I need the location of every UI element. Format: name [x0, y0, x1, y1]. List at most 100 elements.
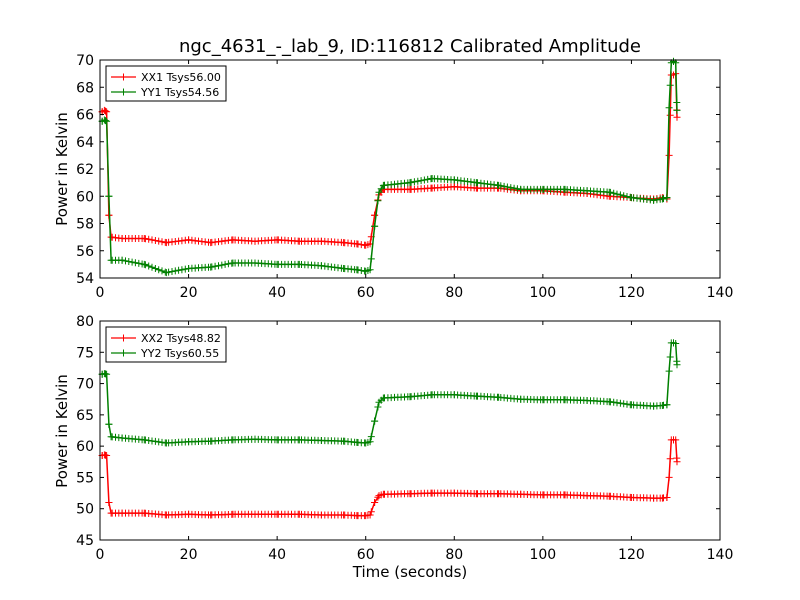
data-point-marker — [251, 259, 259, 267]
data-point-marker — [340, 239, 348, 247]
data-point-marker — [379, 394, 387, 402]
data-point-marker — [428, 391, 436, 399]
data-point-marker — [650, 196, 658, 204]
data-point-marker — [251, 237, 259, 245]
y-tick-label: 62 — [76, 162, 94, 178]
data-point-marker — [673, 99, 681, 106]
data-point-marker — [428, 175, 436, 182]
data-point-marker — [666, 455, 674, 463]
x-tick-label: 120 — [618, 547, 645, 563]
data-point-marker — [375, 188, 383, 196]
data-point-marker — [472, 392, 480, 400]
data-point-marker — [374, 197, 382, 205]
data-point-marker — [218, 261, 226, 269]
legend-box — [105, 65, 227, 102]
data-point-marker — [379, 490, 387, 498]
data-point-marker — [140, 260, 148, 268]
data-point-marker — [673, 113, 681, 121]
data-point-marker — [371, 211, 379, 219]
data-point-marker — [251, 510, 259, 518]
data-point-marker — [375, 492, 383, 500]
data-point-marker — [340, 265, 348, 272]
data-point-marker — [340, 511, 348, 519]
data-point-marker — [155, 237, 163, 245]
data-point-marker — [510, 184, 518, 192]
data-point-marker — [658, 402, 666, 409]
data-point-marker — [317, 511, 325, 519]
data-point-marker — [229, 236, 237, 244]
y-axis-label: Power in Kelvin — [53, 374, 71, 488]
x-tick-label: 20 — [180, 285, 198, 301]
data-point-marker — [414, 177, 422, 185]
data-point-marker — [185, 265, 193, 272]
y-tick-label: 55 — [76, 470, 94, 486]
data-point-marker — [583, 187, 591, 195]
data-point-marker — [374, 403, 382, 411]
data-point-marker — [406, 393, 414, 401]
y-tick-label: 68 — [76, 80, 94, 96]
plot-frame — [99, 320, 721, 541]
data-point-marker — [162, 511, 170, 519]
data-point-marker — [118, 235, 126, 242]
x-tick-label: 80 — [445, 547, 463, 563]
y-tick-label: 60 — [76, 189, 94, 205]
y-tick-label: 70 — [76, 53, 94, 69]
data-point-marker — [295, 260, 303, 268]
data-point-marker — [317, 437, 325, 444]
legend-box — [105, 326, 227, 363]
data-point-marker — [362, 267, 370, 275]
data-point-marker — [513, 185, 521, 193]
data-point-marker — [162, 239, 170, 247]
data-point-marker — [353, 240, 361, 248]
data-point-marker — [666, 111, 674, 119]
y-tick-label: 80 — [76, 314, 94, 330]
data-point-marker — [122, 257, 129, 265]
data-point-marker — [371, 222, 379, 230]
legend-marker — [120, 73, 127, 81]
data-point-marker — [207, 263, 215, 271]
y-tick-label: 50 — [76, 502, 94, 518]
data-point-marker — [450, 391, 458, 399]
data-point-marker — [107, 256, 115, 264]
data-point-marker — [158, 267, 166, 275]
data-point-marker — [128, 258, 136, 266]
x-tick-label: 0 — [96, 547, 105, 563]
data-point-marker — [367, 433, 375, 441]
data-point-marker — [295, 510, 303, 518]
x-tick-label: 40 — [268, 285, 286, 301]
data-point-marker — [215, 262, 222, 270]
data-point-marker — [229, 436, 237, 444]
legend-label: XX1 Tsys56.00 — [141, 71, 221, 84]
data-point-marker — [145, 235, 153, 243]
data-point-marker — [450, 176, 458, 184]
data-point-marker — [539, 185, 547, 193]
data-point-marker — [273, 510, 281, 518]
data-point-marker — [151, 237, 159, 244]
data-point-marker — [517, 185, 525, 193]
data-point-marker — [495, 490, 503, 498]
data-point-marker — [500, 182, 508, 190]
data-point-marker — [665, 104, 673, 112]
data-point-marker — [103, 108, 111, 116]
data-point-marker — [539, 491, 547, 499]
data-point-marker — [450, 489, 458, 497]
data-point-marker — [229, 510, 237, 518]
data-point-marker — [181, 265, 189, 273]
data-point-marker — [366, 266, 374, 274]
data-point-marker — [362, 241, 370, 249]
data-point-marker — [103, 370, 111, 378]
data-point-marker — [410, 178, 418, 186]
data-point-marker — [340, 437, 348, 445]
y-tick-label: 75 — [76, 345, 94, 361]
data-point-marker — [155, 266, 163, 274]
data-point-marker — [375, 398, 383, 406]
data-point-marker — [673, 361, 681, 369]
data-point-marker — [362, 439, 370, 447]
data-point-marker — [650, 402, 658, 410]
data-point-marker — [107, 433, 115, 441]
x-tick-label: 100 — [529, 547, 556, 563]
y-tick-label: 70 — [76, 377, 94, 393]
data-point-marker — [367, 508, 375, 516]
data-point-marker — [353, 512, 361, 520]
data-point-marker — [105, 420, 113, 428]
